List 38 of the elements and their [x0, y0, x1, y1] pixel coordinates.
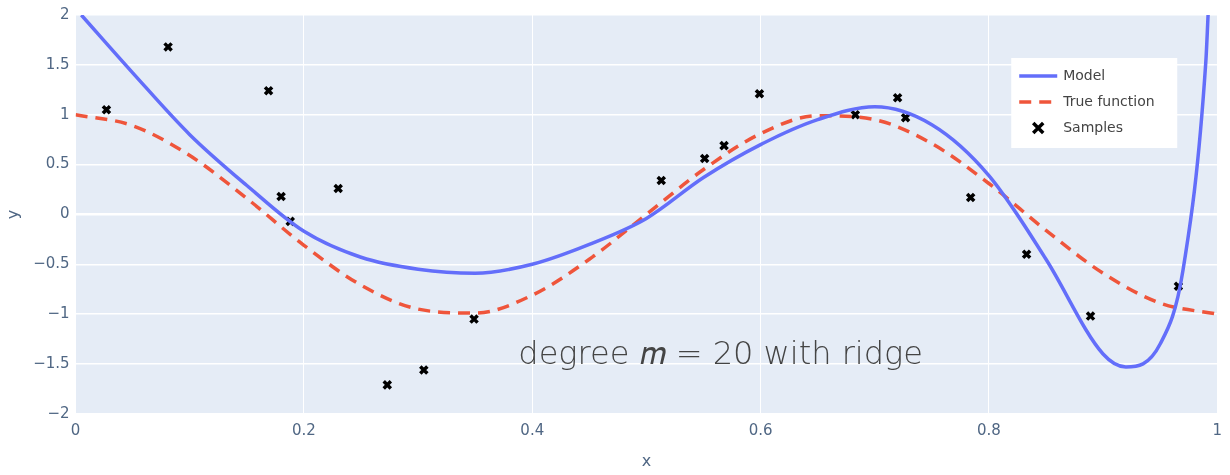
- point: [1021, 248, 1032, 260]
- y-tick-label: 2: [60, 4, 70, 23]
- point: [101, 104, 112, 115]
- line-series: [79, 15, 1210, 369]
- point: [1085, 310, 1096, 322]
- x-axis-title: x: [641, 450, 652, 470]
- point: [275, 191, 287, 202]
- y-tick-label: 1.5: [45, 54, 70, 73]
- point: [850, 109, 861, 120]
- point: [965, 192, 976, 203]
- y-tick-label: −2: [47, 403, 70, 422]
- x-tick-label: 1: [1212, 420, 1222, 439]
- x-tick-label: 0.4: [520, 420, 545, 439]
- point: [655, 175, 667, 186]
- y-tick-label: 0.5: [45, 154, 70, 173]
- point: [263, 85, 274, 97]
- legend-label: Model: [1063, 66, 1106, 83]
- point: [332, 183, 344, 194]
- point: [718, 140, 730, 151]
- point: [699, 153, 710, 164]
- y-tick-label: −0.5: [33, 254, 70, 273]
- point: [162, 41, 174, 53]
- y-tick-label: −1: [47, 303, 70, 322]
- point: [468, 313, 480, 325]
- y-tick-label: 0: [60, 204, 70, 223]
- x-tick-label: 0.8: [976, 420, 1001, 439]
- legend-label: True function: [1062, 92, 1155, 109]
- y-tick-label: 1: [60, 104, 70, 123]
- legend-label: Samples: [1063, 118, 1124, 135]
- y-axis-title: y: [2, 209, 22, 220]
- x-tick-label: 0.2: [292, 420, 316, 439]
- point: [754, 88, 765, 100]
- y-tick-label: −1.5: [33, 353, 70, 372]
- point: [892, 92, 903, 104]
- point: [382, 379, 393, 391]
- annotation: degree 𝑚 = 20 with ridge: [518, 334, 923, 373]
- point: [418, 364, 430, 376]
- x-tick-label: 0.6: [748, 420, 773, 439]
